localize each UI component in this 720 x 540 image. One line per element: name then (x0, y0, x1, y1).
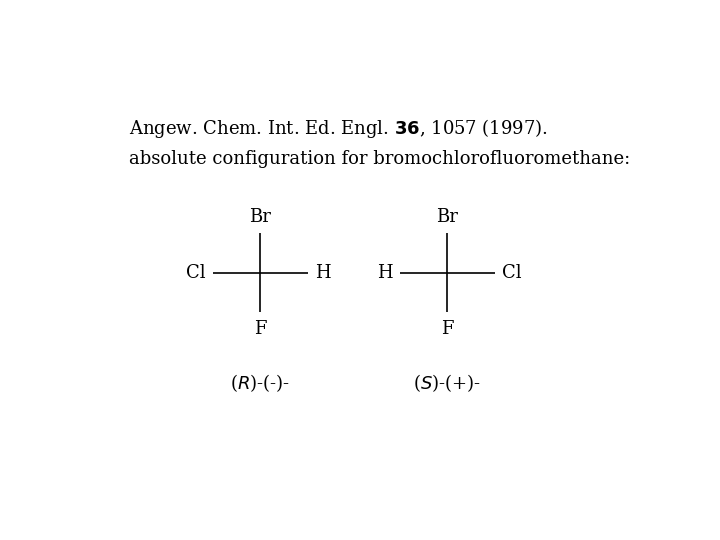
Text: ($\mathit{R}$)-(-)-: ($\mathit{R}$)-(-)- (230, 372, 290, 394)
Text: Cl: Cl (186, 264, 205, 282)
Text: Cl: Cl (502, 264, 521, 282)
Text: absolute configuration for bromochlorofluoromethane:: absolute configuration for bromochlorofl… (129, 150, 630, 168)
Text: H: H (377, 264, 392, 282)
Text: F: F (254, 320, 266, 338)
Text: Angew. Chem. Int. Ed. Engl. $\mathbf{36}$, 1057 (1997).: Angew. Chem. Int. Ed. Engl. $\mathbf{36}… (129, 117, 548, 140)
Text: Br: Br (249, 208, 271, 226)
Text: H: H (315, 264, 330, 282)
Text: F: F (441, 320, 454, 338)
Text: Br: Br (436, 208, 458, 226)
Text: ($\mathit{S}$)-(+)-: ($\mathit{S}$)-(+)- (413, 372, 481, 394)
